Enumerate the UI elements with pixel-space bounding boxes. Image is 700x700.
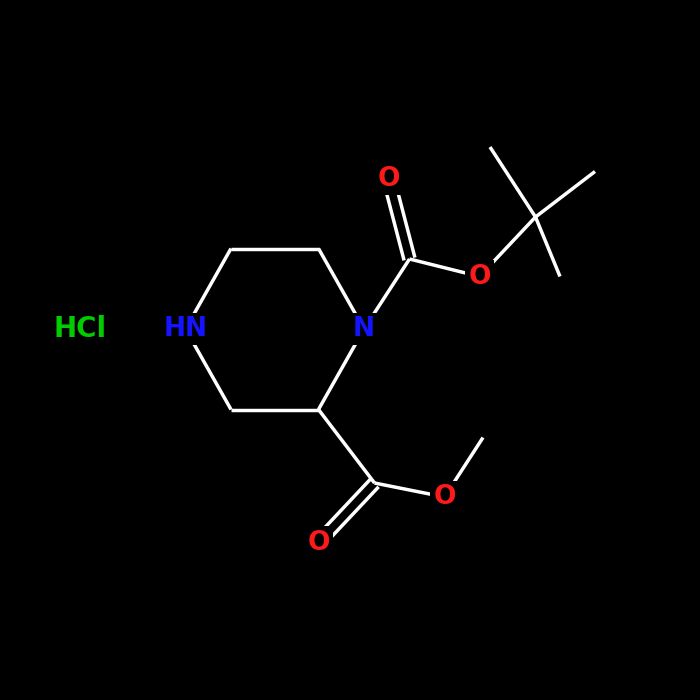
Text: N: N bbox=[353, 316, 375, 342]
Text: O: O bbox=[468, 263, 491, 290]
Text: O: O bbox=[307, 529, 330, 556]
Text: HN: HN bbox=[164, 316, 207, 342]
Text: O: O bbox=[433, 484, 456, 510]
Text: HCl: HCl bbox=[54, 315, 107, 343]
Text: O: O bbox=[377, 165, 400, 192]
